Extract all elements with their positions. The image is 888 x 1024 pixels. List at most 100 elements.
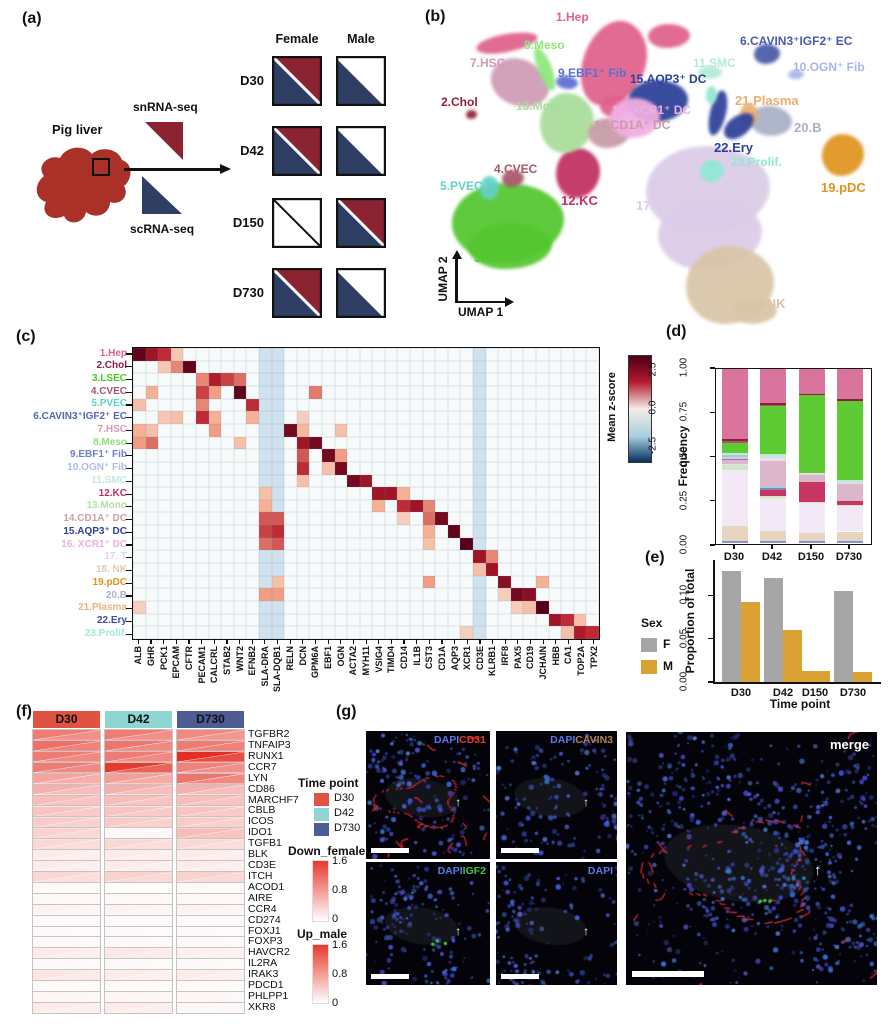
heatmap-cell: [384, 626, 398, 639]
heatmap-cell: [208, 423, 222, 437]
f-gene-label: FOXJ1: [248, 924, 281, 937]
heatmap-cell: [183, 461, 196, 475]
heatmap-cell: [573, 373, 587, 386]
heatmap-cell: [372, 537, 385, 551]
heatmap-cell: [536, 436, 549, 450]
heatmap-cell: [384, 449, 398, 462]
heatmap-cell: [384, 512, 398, 526]
f-cell: [32, 827, 101, 840]
f-cell: [32, 794, 101, 807]
heatmap-cell: [309, 385, 322, 399]
umap-cluster-blob: [466, 110, 477, 119]
f-cell: [176, 772, 245, 785]
heatmap-cell: [460, 348, 474, 361]
heatmap-cell: [573, 588, 587, 602]
heatmap-cell: [246, 398, 259, 412]
heatmap-cell: [271, 385, 285, 399]
heatmap-cell: [548, 613, 562, 627]
heatmap-col-tick: [504, 640, 506, 644]
heatmap-cell: [460, 436, 474, 450]
heatmap-cell: [485, 563, 499, 576]
heatmap-cell: [133, 461, 146, 475]
heatmap-cell: [460, 575, 474, 589]
f-cell: [32, 936, 101, 949]
d-y-tick: [710, 500, 715, 502]
heatmap-cell: [561, 474, 574, 488]
heatmap-cell: [573, 398, 587, 412]
f-gene-label: TGFB1: [248, 837, 282, 850]
f-cell-down-female: [33, 948, 100, 959]
f-cell-down-female: [105, 981, 172, 992]
heatmap-cell: [510, 512, 524, 526]
f-cell: [104, 816, 173, 829]
umap-cluster-label: 16. XCR1⁺ DC: [612, 103, 692, 117]
heatmap-cell: [221, 499, 234, 513]
heatmap-cell: [498, 436, 511, 450]
e-x-tick-label: D730: [839, 687, 867, 699]
f-cell-down-female: [177, 904, 244, 915]
heatmap-cell: [410, 550, 423, 564]
heatmap-row-tick: [126, 353, 132, 355]
sample-square-d42-female: [270, 124, 324, 178]
heatmap-row-label: 21.Plasma: [78, 602, 127, 614]
f-cell: [176, 969, 245, 982]
heatmap-cell: [498, 461, 511, 475]
heatmap-cell: [485, 512, 499, 526]
heatmap-cell: [158, 537, 171, 551]
heatmap-cell: [208, 449, 222, 462]
f-cell-down-female: [33, 784, 100, 795]
heatmap-cell: [347, 373, 360, 386]
heatmap-row-tick: [126, 633, 132, 635]
heatmap-cell: [460, 525, 474, 538]
f-time-legend-swatch-d730: [314, 823, 329, 836]
heatmap-cell: [145, 373, 159, 386]
heatmap-cell: [233, 613, 247, 627]
heatmap-cell: [397, 537, 411, 551]
heatmap-cell: [233, 499, 247, 513]
heatmap-gene-label: IRF8: [500, 646, 511, 666]
heatmap-col-tick: [352, 640, 355, 644]
pig-liver-illustration: [36, 147, 131, 223]
heatmap-cell: [573, 613, 587, 627]
heatmap-cell: [258, 411, 272, 424]
stain-label-dapi: DAPI: [434, 734, 460, 746]
d-bar-segment-t: [799, 503, 825, 534]
heatmap-cell: [573, 436, 587, 450]
heatmap-cell: [233, 537, 247, 551]
heatmap-cell: [359, 398, 373, 412]
heatmap-cell: [561, 436, 574, 450]
heatmap-gene-label: SLA-DRA: [259, 646, 270, 687]
heatmap-cell: [334, 423, 348, 437]
d-bar-segment-hsc: [760, 461, 786, 488]
heatmap-cell: [435, 423, 448, 437]
f-cell: [104, 936, 173, 949]
heatmap-cell: [246, 411, 259, 424]
heatmap-cell: [586, 385, 599, 399]
heatmap-cell: [258, 601, 272, 614]
heatmap-cell: [359, 348, 373, 361]
heatmap-cell: [473, 411, 486, 424]
heatmap-cell: [536, 423, 549, 437]
f-cell-down-female: [105, 773, 172, 784]
heatmap-cell: [498, 411, 511, 424]
heatmap-cell: [561, 588, 574, 602]
heatmap-cell: [271, 563, 285, 576]
heatmap-cell: [145, 461, 159, 475]
heatmap-cell: [410, 537, 423, 551]
heatmap-cell: [384, 537, 398, 551]
heatmap-cell: [523, 499, 537, 513]
heatmap-cell: [158, 373, 171, 386]
f-gene-label: LYN: [248, 771, 268, 784]
scale-bar: [501, 974, 539, 979]
heatmap-cell: [133, 398, 146, 412]
scale-bar: [501, 848, 539, 853]
d-bar-segment-lsec: [722, 442, 748, 454]
heatmap-col-tick: [466, 640, 468, 644]
heatmap-cell: [523, 563, 537, 576]
heatmap-cell: [397, 525, 411, 538]
d-bar-segment-ebf1: [760, 488, 786, 491]
heatmap-cell: [473, 373, 486, 386]
heatmap-cell: [246, 373, 259, 386]
heatmap-cell: [334, 550, 348, 564]
heatmap-cell: [384, 613, 398, 627]
